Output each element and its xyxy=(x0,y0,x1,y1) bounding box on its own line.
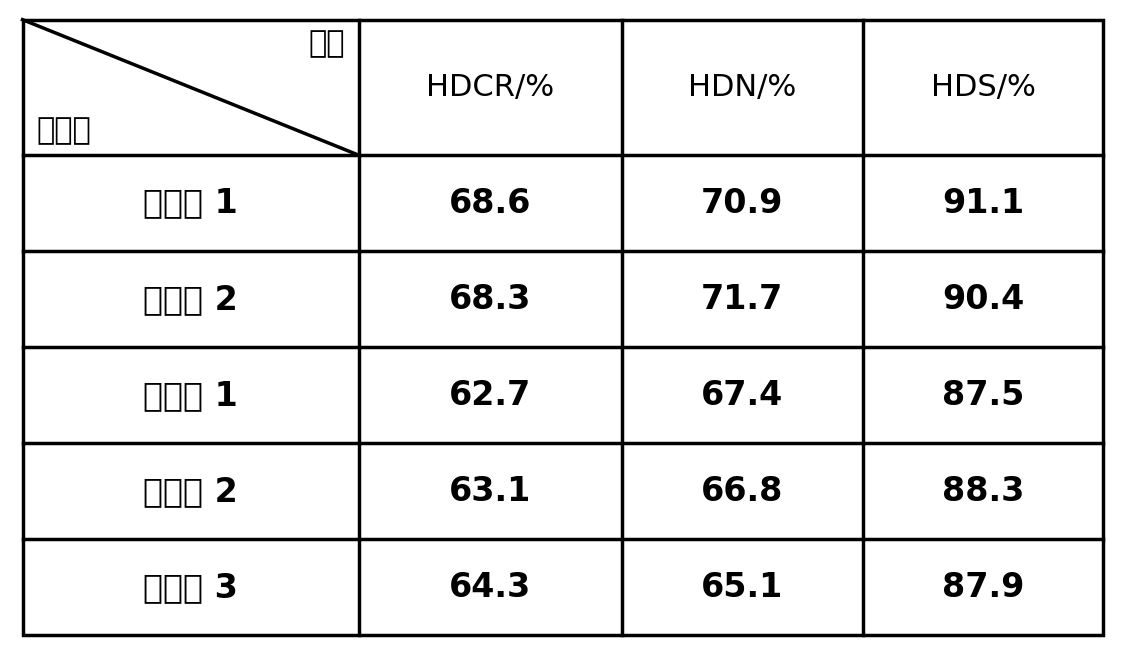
Text: 91.1: 91.1 xyxy=(942,187,1025,219)
Text: 66.8: 66.8 xyxy=(701,475,784,508)
Text: HDS/%: HDS/% xyxy=(930,73,1036,102)
Text: 实施例 2: 实施例 2 xyxy=(143,283,238,316)
Text: 68.6: 68.6 xyxy=(449,187,531,219)
Text: 71.7: 71.7 xyxy=(701,283,784,316)
Text: 62.7: 62.7 xyxy=(449,379,531,412)
Text: HDN/%: HDN/% xyxy=(688,73,796,102)
Text: 实施例 1: 实施例 1 xyxy=(143,187,238,219)
Text: 偲化剑: 偲化剑 xyxy=(36,117,91,145)
Text: 90.4: 90.4 xyxy=(942,283,1025,316)
Text: HDCR/%: HDCR/% xyxy=(426,73,554,102)
Text: 88.3: 88.3 xyxy=(941,475,1025,508)
Text: 87.5: 87.5 xyxy=(941,379,1025,412)
Text: 87.9: 87.9 xyxy=(941,571,1025,604)
Text: 比较例 2: 比较例 2 xyxy=(143,475,238,508)
Text: 63.1: 63.1 xyxy=(449,475,531,508)
Text: 65.1: 65.1 xyxy=(701,571,784,604)
Text: 64.3: 64.3 xyxy=(449,571,531,604)
Text: 项目: 项目 xyxy=(309,29,345,58)
Text: 比较例 1: 比较例 1 xyxy=(143,379,238,412)
Text: 68.3: 68.3 xyxy=(449,283,531,316)
Text: 70.9: 70.9 xyxy=(701,187,784,219)
Text: 67.4: 67.4 xyxy=(701,379,784,412)
Text: 比较例 3: 比较例 3 xyxy=(143,571,238,604)
